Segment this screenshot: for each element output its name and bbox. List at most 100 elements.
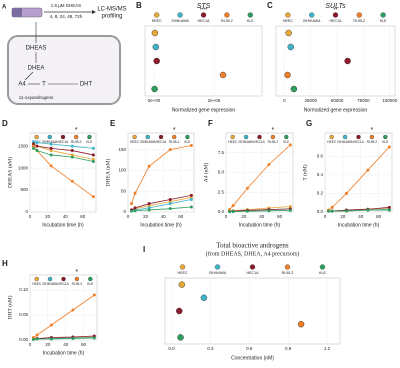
x-axis-label: Normalized gene expression	[172, 107, 236, 113]
legend-label: HEC1A	[156, 140, 168, 144]
data-point	[344, 209, 348, 213]
legend-marker	[158, 134, 164, 140]
dot	[297, 321, 305, 328]
data-point	[366, 208, 370, 212]
series-line	[33, 145, 94, 197]
x-tick-label: 20	[340, 214, 346, 219]
x-tick-label: 60	[81, 342, 87, 347]
data-point	[49, 164, 53, 168]
legend-marker	[270, 134, 276, 140]
y-tick-label: 0.6	[317, 153, 324, 158]
legend-label: ISHIKAWA	[42, 282, 58, 286]
y-axis-label: DHEAS (nM)	[6, 157, 13, 188]
x-tick-label: 60	[178, 214, 184, 219]
legend-label: KLE	[87, 282, 93, 286]
y-tick-label: 0.4	[317, 172, 324, 177]
legend-label: KLE	[380, 19, 387, 23]
legend-label: HEC1A	[58, 282, 70, 286]
data-point	[168, 207, 172, 211]
legend-label: HEEC	[32, 282, 42, 286]
x-tick-label: 20	[45, 214, 51, 219]
legend-label: ISHIKAWA	[209, 271, 227, 275]
x-tick-label: 0	[283, 98, 286, 103]
dot	[219, 71, 227, 79]
dot	[151, 85, 158, 93]
y-axis-label: DHEA (nM)	[104, 159, 111, 187]
legend-marker	[87, 134, 92, 140]
legend-marker	[47, 134, 52, 140]
y-tick-label: 100	[118, 168, 126, 173]
legend-label: HEC1A	[247, 271, 260, 275]
x-tick-label: 0e+00	[148, 98, 161, 103]
legend-label: KLE	[247, 19, 254, 23]
legend-label: ISHIKAWA	[42, 140, 58, 144]
y-tick-label: 7.5	[218, 150, 225, 155]
y-tick-label: 1000	[18, 165, 29, 170]
y-axis-label: T (nM)	[301, 164, 308, 180]
data-point	[32, 338, 36, 341]
legend-label: RL95-2	[282, 271, 294, 275]
data-point	[32, 144, 36, 148]
y-tick-label: 0.0	[218, 209, 225, 214]
data-point	[92, 336, 96, 340]
note: 11-oxyandrogens	[19, 95, 54, 100]
dot	[177, 334, 184, 341]
y-axis-label: A4 (nM)	[202, 163, 209, 183]
data-point	[32, 146, 36, 150]
data-point	[70, 179, 74, 183]
data-point	[245, 209, 249, 213]
panel-label: C	[267, 1, 273, 10]
data-point	[228, 210, 232, 214]
legend-marker	[60, 134, 66, 140]
legend-label: ISHIKAWA	[171, 19, 189, 23]
data-point	[32, 142, 36, 146]
panel-label: G	[306, 119, 312, 128]
y-tick-label: 0.2	[317, 191, 324, 196]
data-point	[133, 209, 137, 213]
data-point	[35, 337, 39, 341]
legend-marker	[356, 134, 361, 140]
data-point	[91, 146, 95, 150]
y-tick-label: 2.5	[218, 189, 225, 194]
diagram: A 1.6 µM DHEAS 4, 8, 24, 48, 72h LC-MS/M…	[2, 3, 127, 105]
x-axis-label: Concentration (nM)	[231, 355, 274, 361]
data-point	[91, 157, 95, 161]
data-point	[49, 149, 53, 153]
legend-label: RL95-2	[353, 19, 365, 23]
x-axis-label: Incubation time (h)	[43, 350, 85, 356]
legend-marker	[172, 134, 177, 140]
data-point	[35, 144, 39, 148]
panel-label: I	[143, 245, 145, 254]
data-point	[130, 202, 134, 206]
x-tick-label: 20	[45, 342, 51, 347]
legend-label: RL95-2	[169, 140, 180, 144]
legend-marker	[380, 12, 386, 18]
x-axis-label: Incubation time (h)	[140, 222, 182, 228]
legend-label: RL95-2	[72, 282, 83, 286]
legend-marker	[257, 134, 262, 140]
panel-label: B	[136, 1, 142, 10]
data-point	[189, 205, 193, 209]
legend-marker	[47, 276, 53, 282]
dot	[200, 294, 208, 301]
legend-label: RL95-2	[268, 140, 279, 144]
metabolite: DHEAS	[26, 46, 47, 52]
x-tick-label: 60	[277, 214, 283, 219]
legend-marker	[369, 134, 375, 140]
data-point	[91, 195, 95, 199]
data-point	[147, 206, 151, 210]
data-point	[70, 153, 74, 157]
panel-label: F	[208, 119, 213, 128]
legend-marker	[249, 264, 256, 270]
data-point	[49, 146, 53, 150]
metabolite: DHEA	[28, 66, 45, 72]
plot-frame	[144, 25, 263, 97]
x-tick-label: 0	[29, 214, 32, 219]
x-tick-label: 20	[241, 214, 247, 219]
legend-label: RL95-2	[367, 140, 378, 144]
legend-marker	[230, 134, 235, 140]
legend-marker	[88, 276, 93, 282]
panel-label: E	[110, 119, 116, 128]
x-axis-label: Incubation time (h)	[338, 222, 380, 228]
x-tick-label: 0	[127, 214, 130, 219]
